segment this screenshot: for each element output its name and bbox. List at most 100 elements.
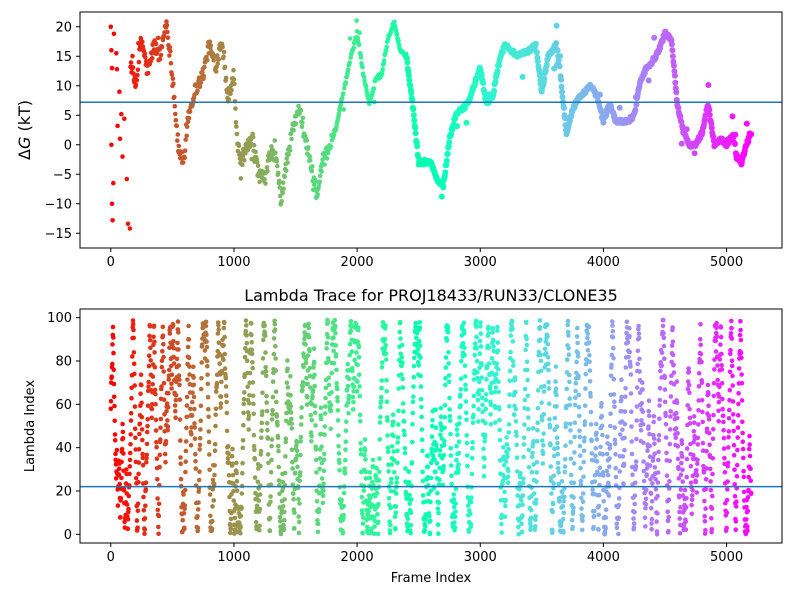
lambda-point (732, 467, 737, 473)
lambda-point (394, 475, 400, 481)
lambda-point (486, 345, 492, 350)
lambda-point (288, 410, 294, 415)
lambda-point (629, 451, 635, 457)
lambda-point (581, 439, 587, 444)
lambda-point (118, 496, 124, 501)
lambda-point (677, 530, 683, 536)
lambda-point (319, 460, 325, 466)
lambda-point (587, 359, 592, 365)
lambda-point (611, 346, 616, 351)
lambda-point (208, 513, 213, 519)
lambda-point (622, 435, 627, 441)
lambda-point (260, 356, 266, 361)
delta-g-point (263, 181, 268, 186)
lambda-point (216, 327, 221, 333)
lambda-point (321, 468, 327, 474)
lambda-point (553, 379, 558, 384)
delta-g-point (149, 55, 155, 61)
lambda-point (575, 340, 580, 346)
lambda-point (612, 441, 618, 447)
lambda-point (397, 329, 403, 335)
lambda-point (724, 525, 729, 531)
lambda-point (187, 372, 192, 377)
lambda-point (159, 384, 164, 389)
lambda-point (348, 328, 354, 334)
lambda-point (576, 392, 582, 398)
lambda-point (619, 394, 624, 400)
delta-g-point (228, 91, 233, 96)
lambda-point (346, 376, 352, 382)
lambda-point (524, 336, 529, 342)
lambda-point (635, 361, 640, 367)
lambda-point (600, 432, 605, 438)
lambda-point (732, 493, 738, 499)
lambda-point (577, 443, 583, 449)
lambda-point (657, 385, 663, 391)
lambda-point (184, 394, 190, 400)
lambda-point (340, 531, 346, 536)
lambda-point (479, 387, 485, 393)
lambda-point (158, 437, 163, 442)
lambda-point (402, 419, 407, 424)
lambda-point (631, 525, 637, 530)
lambda-point (222, 366, 228, 371)
lambda-point (350, 407, 356, 412)
lambda-point (547, 425, 553, 430)
lambda-point (321, 481, 326, 487)
lambda-point (583, 386, 588, 391)
lambda-point (470, 445, 475, 451)
lambda-point (677, 509, 682, 515)
lambda-point (603, 507, 609, 512)
lambda-point (563, 421, 569, 426)
lambda-point (441, 452, 447, 458)
lambda-point (573, 395, 578, 401)
lambda-point (478, 344, 484, 349)
lambda-point (443, 355, 449, 360)
lambda-point (147, 337, 153, 343)
lambda-point (364, 517, 370, 523)
lambda-point (519, 529, 525, 534)
lambda-point (699, 380, 705, 386)
lambda-point (112, 403, 117, 409)
lambda-point (607, 442, 613, 448)
lambda-point (614, 521, 619, 527)
lambda-point (641, 468, 647, 474)
lambda-point (180, 517, 185, 523)
lambda-point (132, 426, 138, 432)
lambda-chart-title: Lambda Trace for PROJ18433/RUN33/CLONE35 (244, 286, 618, 305)
lambda-point (270, 412, 275, 417)
delta-g-point (233, 106, 238, 111)
lambda-point (583, 371, 588, 377)
lambda-point (142, 531, 147, 537)
lambda-point (502, 489, 507, 495)
lambda-point (736, 401, 741, 407)
lambda-point (560, 516, 566, 522)
lambda-point (695, 457, 700, 463)
delta-g-point (223, 75, 229, 81)
lambda-point (243, 328, 249, 334)
lambda-point (152, 339, 157, 345)
lambda-point (259, 435, 264, 441)
lambda-point (356, 355, 362, 360)
lambda-point (402, 446, 408, 451)
lambda-point (251, 401, 256, 407)
lambda-point (709, 506, 715, 511)
lambda-point (722, 461, 727, 467)
lambda-point (716, 419, 721, 424)
lambda-point (716, 399, 722, 405)
delta-g-point (172, 94, 177, 100)
delta-g-point (406, 77, 413, 83)
lambda-point (383, 351, 389, 357)
lambda-point (232, 527, 237, 532)
delta-g-point (556, 63, 563, 70)
lambda-point (181, 492, 186, 497)
lambda-point (607, 464, 612, 470)
lambda-point (182, 487, 188, 493)
lambda-point (273, 356, 278, 361)
lambda-point (651, 419, 656, 425)
lambda-point (644, 466, 650, 471)
lambda-point (739, 380, 745, 386)
lambda-point (588, 409, 594, 415)
lambda-point (161, 369, 166, 374)
lambda-point (562, 469, 567, 475)
